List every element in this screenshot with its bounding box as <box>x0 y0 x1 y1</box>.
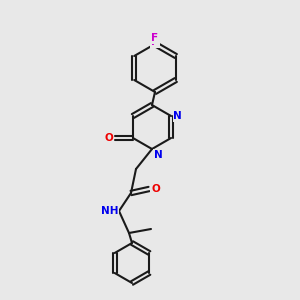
Text: F: F <box>152 37 159 47</box>
Text: NH: NH <box>100 206 118 216</box>
Text: O: O <box>151 184 160 194</box>
Text: O: O <box>104 133 113 143</box>
Text: F: F <box>152 33 159 43</box>
Text: N: N <box>173 111 182 121</box>
Text: N: N <box>154 150 163 160</box>
